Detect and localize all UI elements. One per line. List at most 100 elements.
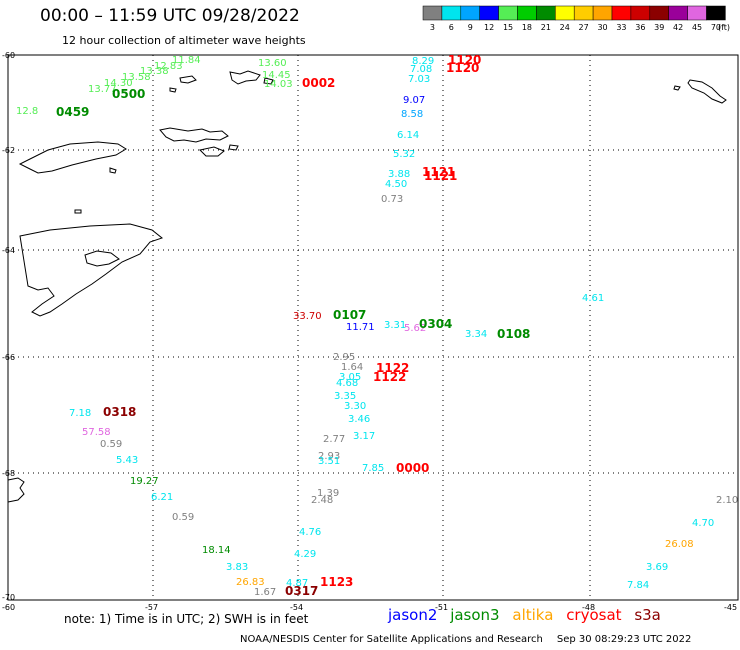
color-scale-label: 9 (468, 23, 473, 32)
wave-label: 4.61 (582, 293, 604, 304)
wave-label: 2.77 (323, 434, 345, 445)
time-label: 0318 (103, 405, 136, 419)
color-scale-unit: (ft) (718, 23, 730, 32)
wave-label: 3.46 (348, 414, 370, 425)
wave-label: 7.03 (408, 74, 430, 85)
wave-label: 11.71 (346, 322, 375, 333)
wave-label: 12.83 (154, 61, 183, 72)
wave-label: 26.08 (665, 539, 694, 550)
wave-label: 2.48 (311, 495, 333, 506)
color-scale-label: 3 (430, 23, 435, 32)
wave-label: 11.84 (172, 55, 201, 66)
wave-label: 3.35 (334, 391, 356, 402)
satellite-legend: jason2 jason3 altika cryosat s3a (388, 606, 669, 624)
color-swatch (536, 5, 556, 21)
color-swatch (611, 5, 632, 21)
wave-label: 4.76 (299, 527, 321, 538)
time-label: 0000 (396, 461, 429, 475)
color-swatch (422, 5, 443, 21)
time-label: 0107 (333, 308, 366, 322)
color-scale-label: 21 (541, 23, 551, 32)
lat-label: -70 (2, 593, 15, 602)
lat-label: -60 (2, 51, 15, 60)
footer-note: note: 1) Time is in UTC; 2) SWH is in fe… (64, 612, 309, 626)
wave-label: 3.88 (388, 169, 410, 180)
time-label: 1121 (422, 165, 455, 179)
page-subtitle: 12 hour collection of altimeter wave hei… (62, 34, 306, 47)
time-label: 1120 (448, 53, 481, 67)
legend-item-altika: altika (512, 606, 554, 624)
color-scale-swatches (422, 5, 726, 21)
time-label: 1123 (320, 575, 353, 589)
wave-label: 14.03 (264, 79, 293, 90)
color-scale-label: 6 (449, 23, 454, 32)
wave-label: 3.05 (339, 372, 361, 383)
wave-label: 18.14 (202, 545, 231, 556)
wave-label: 4.68 (336, 378, 358, 389)
wave-label: 3.83 (226, 562, 248, 573)
color-swatch (573, 5, 594, 21)
wave-label: 2.93 (318, 451, 340, 462)
color-scale-label: 30 (597, 23, 607, 32)
color-swatch (668, 5, 688, 21)
wave-label: 7.08 (410, 64, 432, 75)
wave-label: 19.27 (130, 476, 159, 487)
wave-label: 4.70 (692, 518, 714, 529)
wave-label: 3.17 (353, 431, 375, 442)
time-label: 1122 (376, 361, 409, 375)
wave-label: 57.58 (82, 427, 111, 438)
time-labels: 0500 0459 0002 1120 1120 1121 1121 0107 … (56, 53, 530, 598)
wave-label: 4.29 (294, 549, 316, 560)
wave-label: 3.69 (646, 562, 668, 573)
wave-label: 7.18 (69, 408, 91, 419)
lon-label: -48 (582, 603, 595, 612)
color-scale-label: 42 (673, 23, 683, 32)
color-swatch (706, 5, 726, 21)
wave-label: 13.38 (140, 66, 169, 77)
grid-lines (8, 55, 738, 600)
color-scale-label: 33 (616, 23, 626, 32)
time-label: 0500 (112, 87, 145, 101)
wave-label: 2.10 (716, 495, 738, 506)
legend-item-jason2: jason2 (388, 606, 438, 624)
lat-label: -68 (2, 469, 15, 478)
credit-line: NOAA/NESDIS Center for Satellite Applica… (240, 634, 691, 645)
wave-label: 14.30 (104, 78, 133, 89)
axis-labels: -60 -62 -64 -66 -68 -70 -60 -57 -54 -51 … (2, 51, 737, 612)
wave-label: 5.62 (404, 323, 426, 334)
legend-item-s3a: s3a (634, 606, 661, 624)
time-label: 0459 (56, 105, 89, 119)
legend-item-jason3: jason3 (450, 606, 500, 624)
wave-label: 12.8 (16, 106, 38, 117)
color-swatch (517, 5, 537, 21)
time-label: 1120 (446, 61, 479, 75)
time-label: 0002 (302, 76, 335, 90)
lon-label: -45 (724, 603, 737, 612)
wave-label: 3.51 (318, 456, 340, 467)
color-swatch (441, 5, 462, 21)
color-swatch (630, 5, 651, 21)
credit-text: NOAA/NESDIS Center for Satellite Applica… (240, 634, 543, 645)
wave-label: 1.64 (341, 362, 363, 373)
wave-label: 33.70 (293, 311, 322, 322)
generated-timestamp: Sep 30 08:29:23 UTC 2022 (556, 634, 692, 645)
wave-label: 5.43 (116, 455, 138, 466)
wave-label: 4.87 (286, 578, 308, 589)
lat-label: -62 (2, 146, 15, 155)
time-label: 1122 (373, 370, 406, 384)
lon-label: -54 (290, 603, 303, 612)
wave-label: 13.58 (122, 72, 151, 83)
lat-label: -64 (2, 246, 15, 255)
wave-label: 8.29 (412, 56, 434, 67)
wave-label: 3.34 (465, 329, 487, 340)
color-scale-labels: 3 6 9 12 15 18 21 24 27 30 33 36 39 42 45 70 (430, 23, 721, 32)
coastline (7, 70, 727, 503)
color-scale-label: 39 (654, 23, 664, 32)
color-swatch (592, 5, 613, 21)
wave-label: 26.83 (236, 577, 265, 588)
wave-label: 6.14 (397, 130, 419, 141)
color-swatch (687, 5, 707, 21)
color-scale-label: 27 (579, 23, 589, 32)
wave-label: 13.60 (258, 58, 287, 69)
